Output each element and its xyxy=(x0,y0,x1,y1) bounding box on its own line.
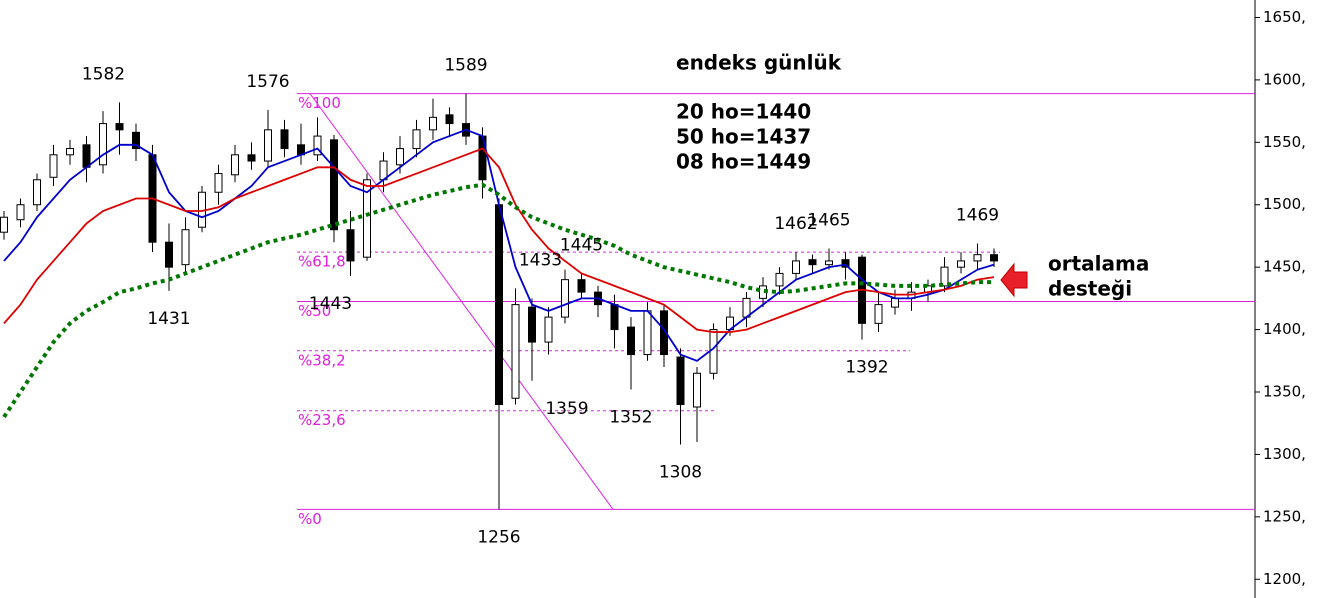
candle-body xyxy=(412,129,421,150)
candle-body xyxy=(808,259,817,266)
annotation: 50 ho=1437 xyxy=(676,125,811,149)
y-tick-label: 1500, xyxy=(1263,195,1306,213)
candle-body xyxy=(429,116,437,131)
candle-body xyxy=(445,114,454,125)
y-tick-label: 1250, xyxy=(1263,507,1306,525)
candle-body xyxy=(132,131,140,150)
price-label: 1433 xyxy=(519,250,562,270)
candle-body xyxy=(775,272,784,287)
candle-body xyxy=(610,304,619,331)
candle-body xyxy=(82,144,91,168)
annotation: 20 ho=1440 xyxy=(676,100,811,124)
candle-body xyxy=(990,254,998,262)
price-label: 1576 xyxy=(246,72,289,92)
chart-title: endeks günlük xyxy=(676,51,842,75)
fib-label: %38,2 xyxy=(298,351,346,369)
price-label: 1359 xyxy=(545,399,588,419)
price-label: 1392 xyxy=(845,358,888,378)
candle-body xyxy=(973,254,982,262)
candle-body xyxy=(280,129,289,150)
candle-body xyxy=(214,173,223,193)
moving-average xyxy=(3,147,995,333)
y-tick-label: 1450, xyxy=(1263,258,1306,276)
y-tick-label: 1400, xyxy=(1263,320,1306,338)
candle-body xyxy=(841,259,850,268)
candle-body xyxy=(643,310,652,356)
y-tick-label: 1600, xyxy=(1263,70,1306,88)
price-label: 1256 xyxy=(477,527,520,547)
candle-body xyxy=(891,297,899,308)
candle-body xyxy=(528,306,536,343)
fib-label: %50 xyxy=(298,302,331,320)
candle-body xyxy=(874,304,883,324)
price-label: 1352 xyxy=(609,408,652,428)
candle-body xyxy=(544,316,553,343)
candle-body xyxy=(165,241,173,268)
candle-body xyxy=(264,129,272,162)
price-label: 1462 xyxy=(774,214,817,234)
candle-body xyxy=(792,260,800,274)
candle-body xyxy=(231,154,239,176)
price-label: 1308 xyxy=(659,462,702,482)
candle-body xyxy=(33,179,41,206)
candle-body xyxy=(313,135,322,156)
candle-body xyxy=(49,154,58,178)
candle-body xyxy=(66,148,74,156)
candle-body xyxy=(577,279,586,293)
candle-body xyxy=(660,310,668,356)
fib-label: %0 xyxy=(298,510,322,528)
fib-label: %61,8 xyxy=(298,253,346,271)
fib-trend-line xyxy=(309,93,614,510)
candle-body xyxy=(99,123,107,166)
price-label: 1445 xyxy=(560,235,603,255)
candle-body xyxy=(940,266,949,287)
candle-body xyxy=(561,279,569,318)
y-tick-label: 1550, xyxy=(1263,133,1306,151)
candle-body xyxy=(0,216,8,233)
candle-body xyxy=(330,139,338,231)
candle-body xyxy=(511,304,520,399)
candle-body xyxy=(627,326,635,356)
moving-average xyxy=(2,182,994,419)
candle-body xyxy=(676,356,685,405)
price-label: 1443 xyxy=(309,294,352,314)
price-label: 1589 xyxy=(444,56,487,76)
candle-body xyxy=(346,229,355,262)
candle-body xyxy=(957,260,965,268)
candle-body xyxy=(16,204,25,221)
annotation: 08 ho=1449 xyxy=(676,150,811,174)
callout: ortalama xyxy=(1048,252,1149,276)
y-tick-label: 1300, xyxy=(1263,445,1306,463)
price-label: 1431 xyxy=(147,309,190,329)
candle-body xyxy=(495,204,503,405)
candle-body xyxy=(396,148,404,166)
y-tick-label: 1200, xyxy=(1263,570,1306,588)
candle-body xyxy=(181,229,190,266)
y-tick-label: 1350, xyxy=(1263,383,1306,401)
callout: desteği xyxy=(1048,277,1132,301)
y-tick-label: 1650, xyxy=(1263,8,1306,26)
price-label: 1469 xyxy=(956,205,999,225)
candle-body xyxy=(247,154,256,162)
moving-average xyxy=(3,128,995,362)
candle-body xyxy=(115,123,124,131)
fib-label: %100 xyxy=(298,94,341,112)
fib-label: %23,6 xyxy=(298,411,346,429)
candle-body xyxy=(825,260,833,266)
candle-body xyxy=(709,329,718,374)
price-label: 1465 xyxy=(807,210,850,230)
candle-body xyxy=(693,372,701,408)
price-label: 1582 xyxy=(82,64,125,84)
candle-body xyxy=(363,179,371,258)
arrow xyxy=(1000,262,1028,298)
